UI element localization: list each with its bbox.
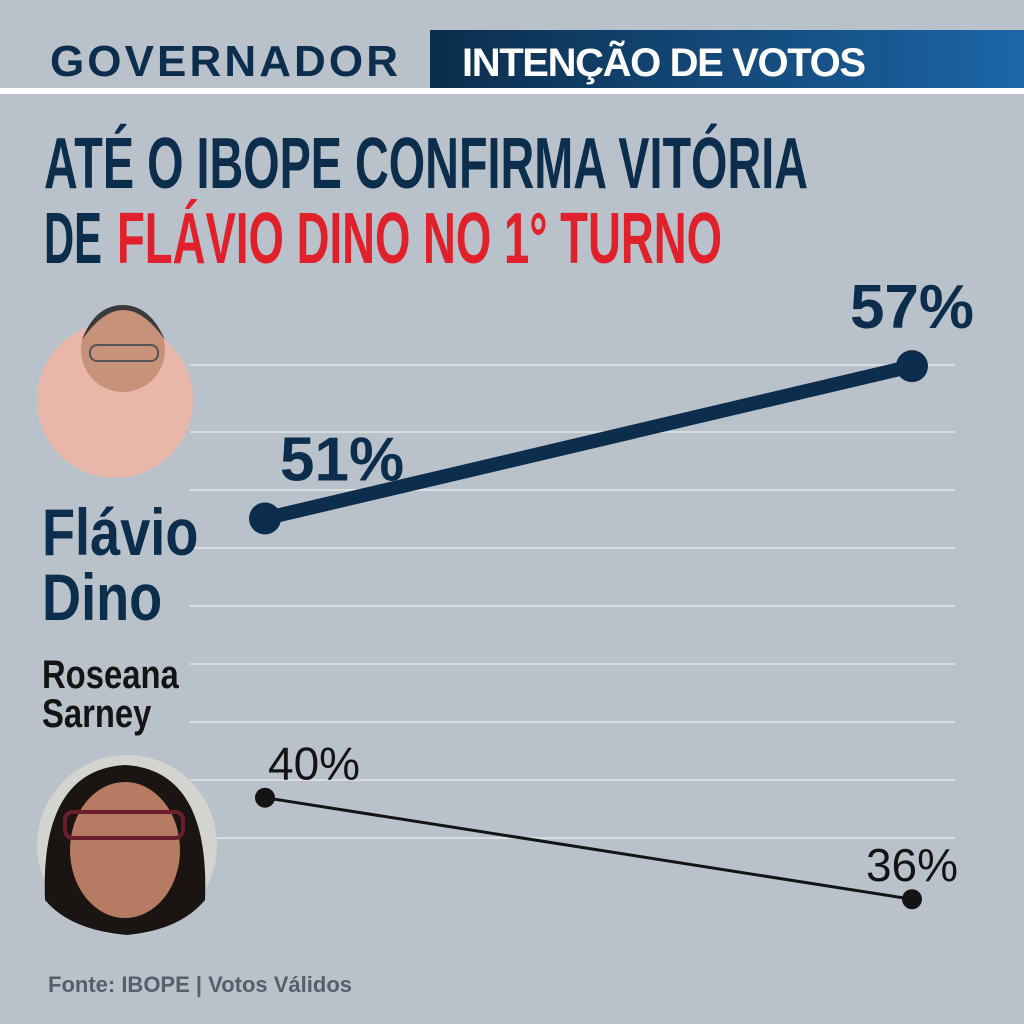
data-point [896, 350, 928, 383]
value-label: 40% [268, 738, 360, 790]
value-label: 36% [866, 839, 958, 891]
tag-title: INTENÇÃO DE VOTOS [462, 39, 866, 85]
header-rule [0, 88, 1024, 94]
value-label: 57% [850, 273, 974, 342]
data-point [902, 889, 922, 910]
photo-sarney [37, 755, 217, 935]
series-line [263, 796, 914, 901]
data-point [249, 502, 281, 535]
value-label: 51% [280, 425, 404, 494]
section-title: GOVERNADOR [50, 37, 398, 86]
series-name: Roseana Sarney [42, 653, 179, 737]
series-line [258, 359, 919, 526]
data-point [255, 787, 275, 808]
headline: DE [44, 199, 102, 279]
photo-dino [37, 305, 193, 478]
tag-box [430, 30, 1024, 88]
source: Fonte: IBOPE | Votos Válidos [48, 972, 352, 997]
grid [190, 364, 955, 839]
headline-highlight: FLÁVIO DINO NO 1° TURNO [117, 199, 722, 279]
headline: ATÉ O IBOPE CONFIRMA VITÓRIA [44, 123, 808, 204]
series-name: Flávio Dino [42, 495, 199, 634]
